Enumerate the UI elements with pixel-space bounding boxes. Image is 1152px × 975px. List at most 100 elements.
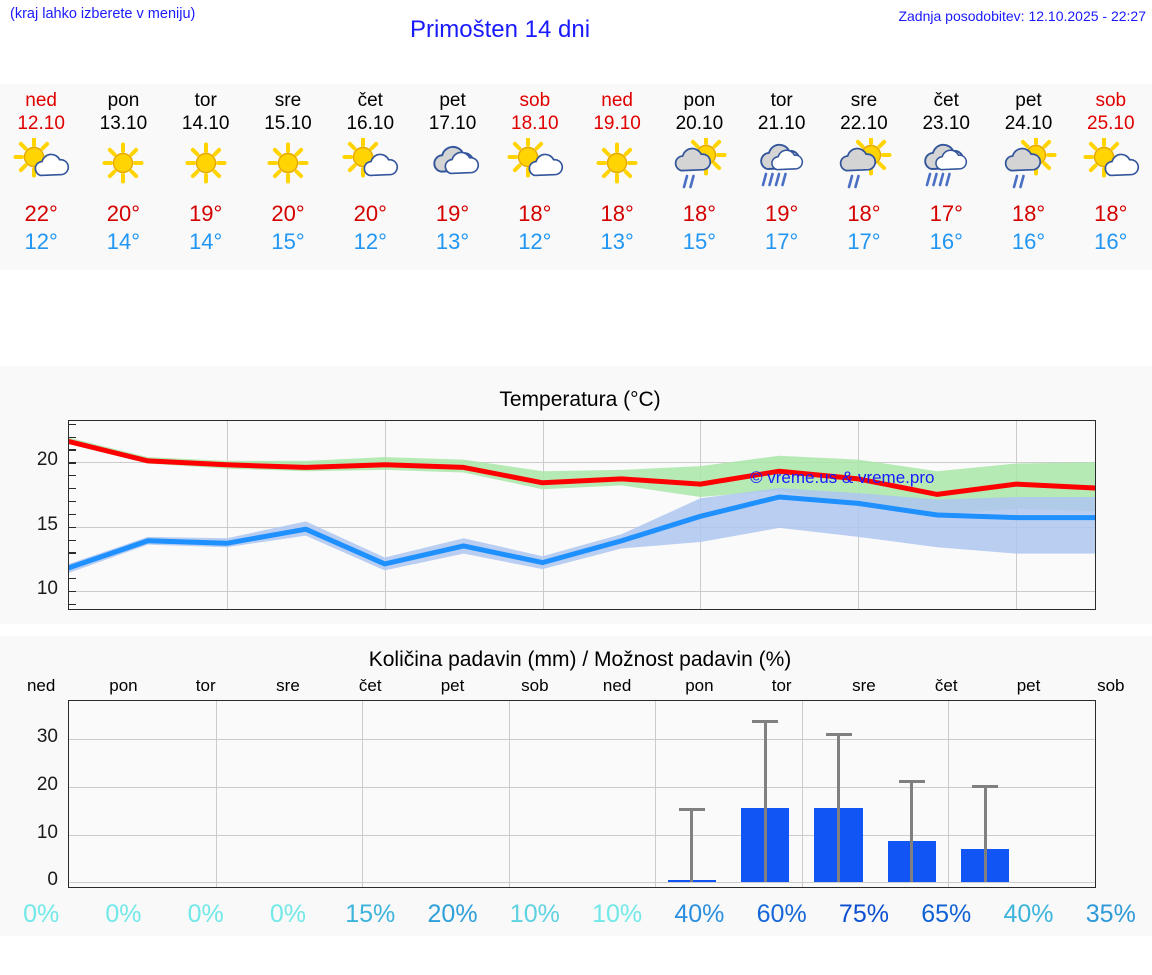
precipitation-errorbar-cap-12 <box>972 784 999 788</box>
prec-vgridline <box>948 701 950 887</box>
sun-icon <box>90 138 156 190</box>
day-column-9[interactable]: tor 21.10 19° 17° <box>741 84 823 270</box>
precipitation-probability-4: 15% <box>345 900 396 928</box>
day-name: pet <box>439 90 466 111</box>
prec-gridline-0 <box>69 882 1095 884</box>
precipitation-probability-row: 0% 0% 0% 0% 15% 20% 10% 10% 40% 60% 75% 65% 40% 35% <box>0 900 1152 934</box>
prec-gridline-20 <box>69 786 1095 788</box>
prec-day-label-8: pon <box>685 676 714 695</box>
prec-ytick-label: 30 <box>36 726 58 748</box>
day-date: 19.10 <box>593 113 641 134</box>
precipitation-errorbar-stem-12 <box>983 784 987 883</box>
day-name: sob <box>1095 90 1127 111</box>
day-date: 18.10 <box>511 113 559 134</box>
day-max-temp: 20° <box>271 201 305 226</box>
precipitation-probability-13: 35% <box>1085 900 1136 928</box>
day-min-temp: 12° <box>353 229 387 254</box>
temp-ytick-label: 10 <box>36 578 58 599</box>
prec-ytick-label: 10 <box>36 821 58 843</box>
temp-minor-tick <box>69 500 76 503</box>
menu-hint-text: (kraj lahko izberete v meniju) <box>10 6 196 22</box>
precipitation-errorbar-stem-10 <box>837 733 840 883</box>
day-max-temp: 18° <box>1011 201 1046 226</box>
prec-day-label-9: tor <box>771 676 792 695</box>
cloud-rain-icon <box>749 138 815 190</box>
prec-day-label-7: ned <box>602 676 632 695</box>
temp-minor-tick <box>69 513 76 516</box>
day-max-temp: 18° <box>518 201 552 226</box>
day-column-10[interactable]: sre 22.10 18° 17° <box>823 84 905 270</box>
prec-vgridline <box>362 701 364 887</box>
day-name: tor <box>194 90 217 111</box>
day-max-temp: 19° <box>189 201 223 226</box>
precipitation-errorbar-cap-9 <box>752 720 779 724</box>
day-column-0[interactable]: ned 12.10 22° 12° <box>0 84 82 270</box>
prec-gridline-10 <box>69 834 1095 836</box>
day-column-4[interactable]: čet 16.10 20° 12° <box>329 84 411 270</box>
precipitation-errorbar-cap-10 <box>825 733 852 737</box>
sun-icon <box>584 138 650 190</box>
day-date: 17.10 <box>428 113 477 134</box>
day-name: sre <box>274 90 302 111</box>
cloud-icon <box>420 138 486 190</box>
day-max-temp: 17° <box>929 201 963 226</box>
precipitation-probability-11: 65% <box>921 900 972 928</box>
page-title: Primošten 14 dni <box>409 16 591 43</box>
day-date: 25.10 <box>1087 113 1135 134</box>
day-max-temp: 18° <box>847 201 881 226</box>
day-date: 13.10 <box>99 113 148 134</box>
temperature-plot-area <box>68 420 1096 610</box>
prec-day-label-13: sob <box>1097 676 1125 695</box>
temperature-band-1 <box>69 488 1095 573</box>
temp-minor-tick <box>69 488 76 490</box>
last-updated-text: Zadnja posodobitev: 12.10.2025 - 22:27 <box>898 8 1146 24</box>
day-min-temp: 17° <box>847 229 881 254</box>
day-name: ned <box>25 90 57 111</box>
day-name: pon <box>683 90 716 111</box>
day-column-6[interactable]: sob 18.10 18° 12° <box>494 84 576 270</box>
day-column-5[interactable]: pet 17.10 19° 13° <box>411 84 493 270</box>
prec-day-label-1: pon <box>109 676 138 695</box>
day-column-8[interactable]: pon 20.10 18° 15° <box>658 84 740 270</box>
temp-minor-tick <box>69 436 76 438</box>
cloud-rain-icon <box>913 138 979 190</box>
day-name: čet <box>933 90 959 111</box>
day-column-7[interactable]: ned 19.10 18° 13° <box>576 84 658 270</box>
day-name: sob <box>519 90 551 111</box>
day-column-3[interactable]: sre 15.10 20° 15° <box>247 84 329 270</box>
temp-minor-tick <box>69 552 76 554</box>
day-column-11[interactable]: čet 23.10 17° 16° <box>905 84 987 270</box>
sun-cloud-rain-icon <box>996 138 1062 190</box>
day-date: 15.10 <box>264 113 312 134</box>
day-max-temp: 19° <box>765 201 799 226</box>
day-column-13[interactable]: sob 25.10 18° 16° <box>1070 84 1152 270</box>
prec-day-label-3: sre <box>276 676 300 695</box>
day-column-1[interactable]: pon 13.10 20° 14° <box>82 84 164 270</box>
day-date: 22.10 <box>840 113 888 134</box>
precipitation-errorbar-stem-11 <box>910 779 914 883</box>
day-date: 14.10 <box>181 113 230 134</box>
prec-day-label-5: pet <box>440 676 465 695</box>
precipitation-probability-8: 40% <box>674 900 725 928</box>
temperature-series-layer <box>69 437 1095 573</box>
temp-ytick-label: 15 <box>36 513 58 535</box>
temperature-chart-title: Temperatura (°C) <box>499 388 661 411</box>
precipitation-errorbar-stem-9 <box>763 720 767 883</box>
temp-minor-tick <box>69 591 76 593</box>
day-column-2[interactable]: tor 14.10 19° 14° <box>165 84 247 270</box>
temp-minor-tick <box>69 423 76 425</box>
day-min-temp: 14° <box>189 229 223 254</box>
day-max-temp: 18° <box>1094 201 1128 226</box>
prec-day-label-6: sob <box>521 676 549 695</box>
day-date: 23.10 <box>922 113 970 134</box>
temp-vgridline <box>384 421 386 609</box>
day-date: 12.10 <box>17 113 65 134</box>
precipitation-probability-5: 20% <box>427 900 478 928</box>
day-name: sre <box>850 90 878 111</box>
prec-gridline-30 <box>69 739 1095 741</box>
prec-vgridline <box>801 701 803 887</box>
day-name: tor <box>770 90 793 111</box>
day-max-temp: 20° <box>353 201 387 226</box>
day-column-12[interactable]: pet 24.10 18° 16° <box>987 84 1069 270</box>
